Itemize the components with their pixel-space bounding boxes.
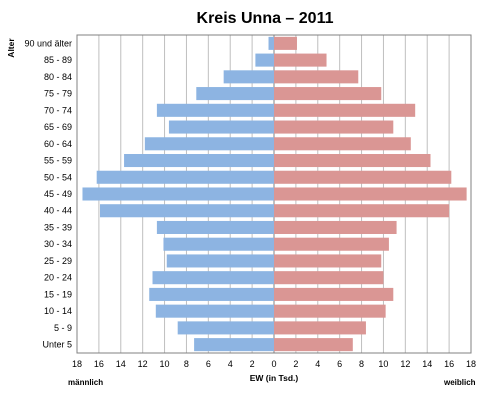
x-tick-label: 6	[206, 359, 211, 369]
x-tick-label: 10	[160, 359, 170, 369]
bar-male	[124, 153, 274, 168]
bar-female	[274, 304, 386, 318]
bar-male	[156, 103, 274, 117]
y-axis-label: Alter	[6, 38, 16, 58]
chart-title: Kreis Unna – 2011	[197, 10, 334, 27]
bar-male	[149, 287, 274, 301]
y-tick-label: 25 - 29	[44, 256, 72, 266]
bar-male	[166, 254, 274, 268]
bar-female	[274, 87, 382, 101]
x-tick-label: 2	[250, 359, 255, 369]
x-tick-label: 4	[228, 359, 233, 369]
x-tick-label: 0	[271, 359, 276, 369]
bar-female	[274, 70, 359, 84]
y-tick-label: 20 - 24	[44, 273, 72, 283]
bar-female	[274, 153, 431, 168]
bar-female	[274, 321, 366, 335]
x-tick-label: 14	[116, 359, 126, 369]
bar-male	[144, 137, 274, 151]
bar-female	[274, 271, 384, 285]
x-tick-label: 14	[422, 359, 432, 369]
bar-male	[194, 338, 274, 352]
bar-female	[274, 254, 382, 268]
bar-female	[274, 137, 411, 151]
bar-male	[223, 70, 274, 84]
y-tick-label: 45 - 49	[44, 189, 72, 199]
bar-female	[274, 187, 467, 201]
y-tick-label: 65 - 69	[44, 122, 72, 132]
x-tick-label: 6	[337, 359, 342, 369]
bar-female	[274, 287, 394, 301]
bar-male	[196, 87, 274, 101]
bar-female	[274, 170, 452, 184]
y-tick-label: 75 - 79	[44, 89, 72, 99]
y-tick-label: 15 - 19	[44, 289, 72, 299]
y-tick-label: 70 - 74	[44, 105, 72, 115]
y-tick-label: 55 - 59	[44, 156, 72, 166]
bar-male	[155, 304, 274, 318]
y-tick-label: 35 - 39	[44, 222, 72, 232]
x-tick-label: 12	[138, 359, 148, 369]
y-tick-label: 10 - 14	[44, 306, 72, 316]
female-side-label: weiblich	[443, 378, 476, 387]
plot-frame	[76, 34, 472, 354]
y-tick-label: 40 - 44	[44, 206, 72, 216]
bar-female	[274, 338, 353, 352]
bar-male	[163, 237, 274, 251]
bar-male	[268, 36, 274, 50]
bar-male	[99, 204, 274, 218]
x-tick-label: 8	[184, 359, 189, 369]
bar-male	[156, 220, 274, 235]
bar-male	[177, 321, 274, 335]
y-tick-label: Unter 5	[42, 340, 72, 350]
male-side-label: männlich	[68, 378, 103, 387]
bar-male	[152, 271, 274, 285]
x-tick-label: 12	[400, 359, 410, 369]
x-tick-label: 8	[359, 359, 364, 369]
y-tick-label: 50 - 54	[44, 172, 72, 182]
x-tick-label: 16	[94, 359, 104, 369]
y-tick-label: 90 und älter	[24, 38, 72, 48]
bar-female	[274, 220, 397, 235]
y-tick-label: 85 - 89	[44, 55, 72, 65]
x-tick-labels: 18 16 14 12 10 8 6 4 2 0 2 4 6 8 10 12 14 16 18	[72, 359, 476, 369]
bar-male	[255, 53, 274, 67]
bar-female	[274, 103, 416, 117]
y-tick-label: 60 - 64	[44, 139, 72, 149]
x-tick-label: 18	[466, 359, 476, 369]
x-axis-label: EW (in Tsd.)	[250, 373, 299, 383]
x-tick-label: 2	[293, 359, 298, 369]
y-tick-label: 5 - 9	[54, 323, 72, 333]
bar-female	[274, 237, 389, 251]
bar-female	[274, 53, 327, 67]
y-tick-label: 30 - 34	[44, 239, 72, 249]
x-tick-label: 18	[72, 359, 82, 369]
bar-female	[274, 204, 450, 218]
bar-male	[168, 120, 274, 134]
bar-female	[274, 120, 394, 134]
bar-male	[96, 170, 274, 184]
bar-female	[274, 36, 297, 50]
bars-group	[82, 36, 467, 352]
bar-male	[82, 187, 274, 201]
x-tick-label: 10	[378, 359, 388, 369]
x-tick-label: 4	[315, 359, 320, 369]
x-tick-label: 16	[444, 359, 454, 369]
y-tick-labels: Unter 5 5 - 9 10 - 14 15 - 19 20 - 24 25 - 29…	[24, 38, 72, 349]
y-tick-label: 80 - 84	[44, 72, 72, 82]
